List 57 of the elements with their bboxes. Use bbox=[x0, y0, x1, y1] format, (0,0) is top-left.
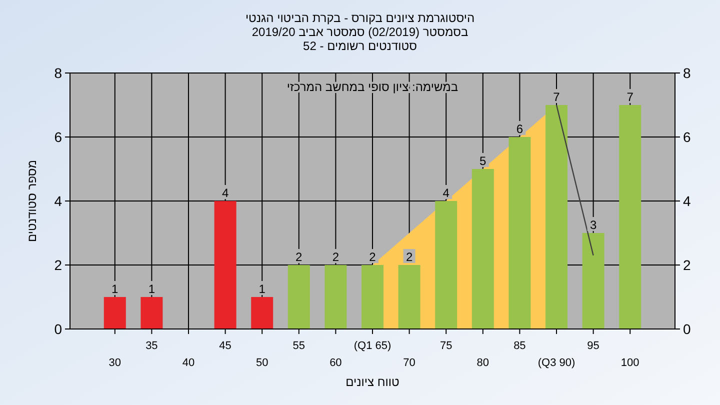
data-label: 1 bbox=[148, 282, 156, 296]
data-label: 2 bbox=[296, 250, 303, 264]
data-label: 2 bbox=[369, 250, 376, 264]
x-tick-label: (Q3 90) bbox=[538, 357, 576, 369]
y-tick-label: 0 bbox=[54, 321, 62, 337]
x-tick-label: 55 bbox=[292, 340, 306, 352]
data-label: 1 bbox=[112, 282, 119, 296]
bar bbox=[546, 105, 568, 329]
x-tick-label: 85 bbox=[514, 340, 526, 352]
data-label: 5 bbox=[480, 154, 487, 168]
x-tick-label: 35 bbox=[146, 340, 158, 352]
data-label: 6 bbox=[516, 122, 524, 136]
y2-tick-label: 6 bbox=[683, 129, 691, 145]
y2-tick-label: 4 bbox=[683, 193, 691, 209]
y2-tick-label: 2 bbox=[683, 257, 691, 273]
bar bbox=[619, 105, 642, 329]
data-label: 3 bbox=[590, 218, 597, 232]
y-tick-label: 6 bbox=[54, 129, 62, 145]
x-tick-label: 40 bbox=[182, 357, 195, 369]
x-tick-label: 100 bbox=[620, 357, 640, 369]
bar bbox=[214, 201, 236, 329]
bar bbox=[324, 265, 347, 329]
x-tick-label: 45 bbox=[219, 340, 232, 352]
bar bbox=[398, 265, 420, 329]
data-label: 4 bbox=[222, 186, 229, 200]
y-tick-label: 4 bbox=[54, 193, 62, 209]
y-axis-title: מספר סטודנטים bbox=[25, 160, 39, 242]
chart-subtitle: בסמסטר (02/2019) סמסטר אביב 2019/20 סטודנטים רשומים - 52 bbox=[252, 25, 468, 53]
y-tick-label: 2 bbox=[54, 257, 62, 273]
x-tick-label: 75 bbox=[440, 340, 452, 352]
x-tick-label: 50 bbox=[256, 357, 268, 369]
data-label: 4 bbox=[442, 186, 450, 200]
chart-title: היסטוגרמת ציונים בקורס - בקרת הביטוי הגנטי bbox=[245, 11, 475, 25]
bar bbox=[140, 297, 163, 329]
x-tick-label: 30 bbox=[108, 357, 122, 369]
x-tick-label: 95 bbox=[587, 340, 600, 352]
x-tick-label: (Q1 65) bbox=[354, 340, 392, 352]
data-label: 2 bbox=[332, 250, 340, 264]
data-label: 7 bbox=[553, 90, 560, 104]
x-tick-label: 60 bbox=[330, 357, 342, 369]
y2-tick-label: 0 bbox=[683, 321, 691, 337]
bar bbox=[288, 265, 310, 329]
data-label: 1 bbox=[258, 282, 266, 296]
bar bbox=[435, 201, 458, 329]
bar bbox=[472, 169, 494, 329]
y2-tick-label: 8 bbox=[683, 65, 691, 81]
data-label: 2 bbox=[406, 250, 413, 264]
y-tick-label: 8 bbox=[54, 65, 62, 81]
data-label: 7 bbox=[626, 90, 634, 104]
bar bbox=[104, 297, 126, 329]
bar bbox=[251, 297, 274, 329]
x-axis-title: טווח ציונים bbox=[346, 375, 400, 389]
bar bbox=[362, 265, 384, 329]
x-tick-label: 70 bbox=[403, 357, 416, 369]
x-tick-label: 80 bbox=[476, 357, 490, 369]
bar bbox=[508, 137, 531, 329]
bar bbox=[582, 233, 604, 329]
